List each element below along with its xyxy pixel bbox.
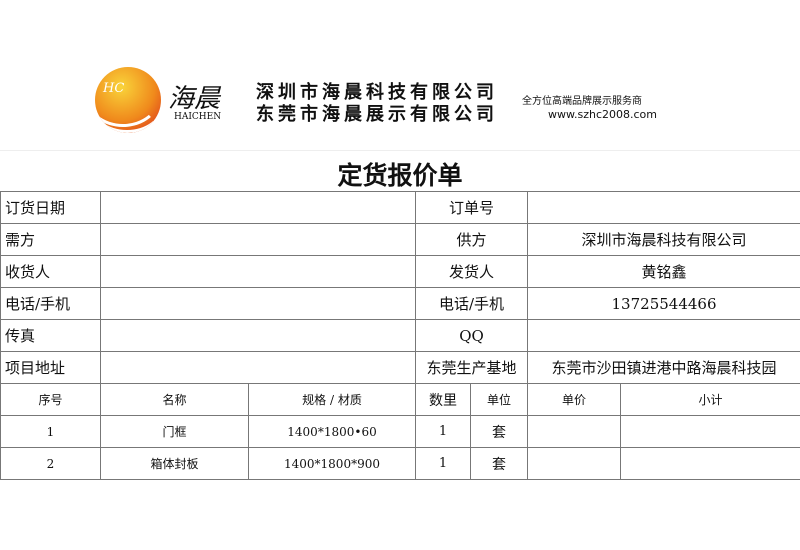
info-row: 需方 供方 深圳市海晨科技有限公司: [0, 223, 800, 256]
table-cell: 箱体封板: [100, 447, 249, 480]
col-header: 规格 / 材质: [248, 383, 416, 416]
info-value[interactable]: 东莞市沙田镇进港中路海晨科技园: [527, 351, 800, 384]
table-cell: 套: [469, 415, 529, 448]
info-value[interactable]: [100, 255, 416, 288]
company-name-2: 东莞市海晨展示有限公司: [256, 104, 498, 125]
info-value[interactable]: 黄铭鑫: [527, 255, 800, 288]
divider: [0, 150, 800, 151]
quote-table: 订货日期 订单号 需方 供方 深圳市海晨科技有限公司 收货人 发货人 黄铭鑫 电话/…: [0, 191, 800, 480]
table-row: 1 门框 1400*1800•60 1 套: [0, 415, 800, 448]
col-header: 小计: [620, 383, 800, 416]
table-cell[interactable]: [527, 447, 622, 480]
info-label: 传真: [0, 319, 101, 352]
table-row: 2 箱体封板 1400*1800*900 1 套: [0, 447, 800, 480]
info-row: 电话/手机 电话/手机 13725544466: [0, 287, 800, 320]
info-row: 传真 QQ: [0, 319, 800, 352]
company-name-1: 深圳市海晨科技有限公司: [256, 82, 498, 103]
page-title: 定货报价单: [337, 161, 463, 190]
info-value[interactable]: [527, 191, 800, 224]
info-value[interactable]: 深圳市海晨科技有限公司: [527, 223, 800, 256]
table-cell: 1400*1800*900: [248, 447, 416, 480]
info-value[interactable]: [100, 319, 416, 352]
info-label: 供方: [414, 223, 529, 256]
info-label: 发货人: [414, 255, 529, 288]
info-value[interactable]: [100, 287, 416, 320]
col-header: 名称: [100, 383, 249, 416]
brand-name: 海晨: [168, 84, 221, 114]
table-cell[interactable]: [620, 447, 800, 480]
table-cell: 1: [415, 415, 471, 448]
info-value[interactable]: [100, 223, 416, 256]
table-cell: 套: [469, 447, 529, 480]
brand-name-en: HAICHEN: [174, 112, 222, 122]
info-label: 东莞生产基地: [414, 351, 529, 384]
info-row: 收货人 发货人 黄铭鑫: [0, 255, 800, 288]
company-logo: HC: [95, 67, 161, 133]
info-row: 项目地址 东莞生产基地 东莞市沙田镇进港中路海晨科技园: [0, 351, 800, 384]
table-cell: 1: [415, 447, 471, 480]
info-value[interactable]: [527, 319, 800, 352]
info-value[interactable]: [100, 191, 416, 224]
table-cell: 1: [0, 415, 101, 448]
col-header: 单价: [527, 383, 622, 416]
table-cell: 门框: [100, 415, 249, 448]
info-label: 订单号: [414, 191, 529, 224]
col-header: 序号: [0, 383, 101, 416]
col-header: 数里: [415, 383, 471, 416]
info-row: 订货日期 订单号: [0, 191, 800, 224]
info-value[interactable]: 13725544466: [527, 287, 800, 320]
info-label: 电话/手机: [414, 287, 529, 320]
info-label: 需方: [0, 223, 101, 256]
table-cell: 2: [0, 447, 101, 480]
info-label: QQ: [414, 319, 529, 352]
website-url: www.szhc2008.com: [548, 108, 657, 121]
info-label: 电话/手机: [0, 287, 101, 320]
table-cell[interactable]: [527, 415, 622, 448]
table-header-row: 序号 名称 规格 / 材质 数里 单位 单价 小计: [0, 383, 800, 416]
table-cell[interactable]: [620, 415, 800, 448]
info-label: 订货日期: [0, 191, 101, 224]
col-header: 单位: [469, 383, 529, 416]
table-cell: 1400*1800•60: [248, 415, 416, 448]
slogan: 全方位高端品牌展示服务商: [522, 96, 642, 107]
info-value[interactable]: [100, 351, 416, 384]
info-label: 收货人: [0, 255, 101, 288]
info-label: 项目地址: [0, 351, 101, 384]
